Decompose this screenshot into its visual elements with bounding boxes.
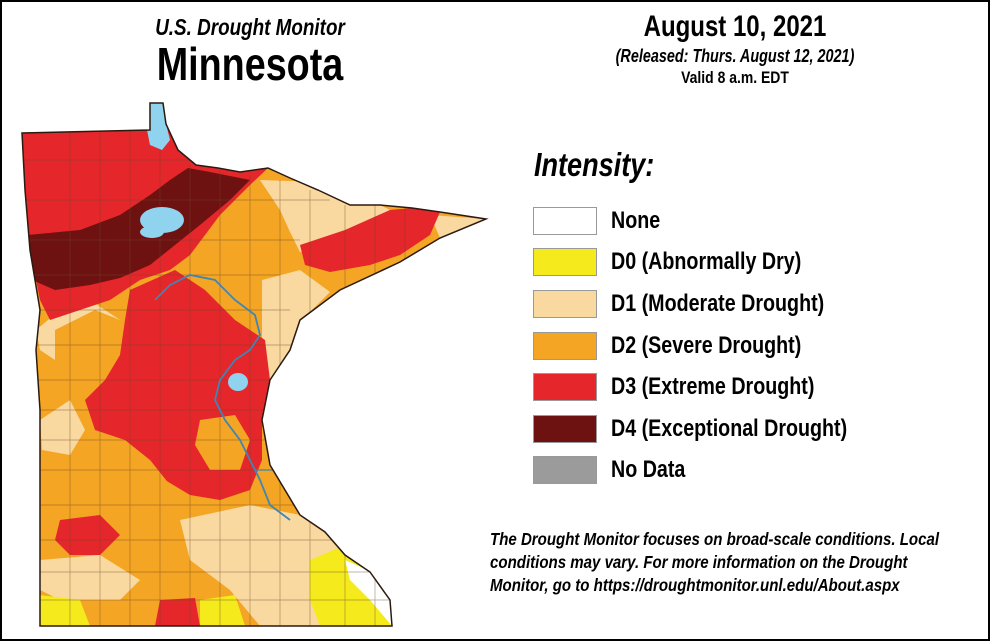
legend-swatch [533,414,597,443]
title-block: U.S. Drought Monitor Minnesota [130,14,370,91]
legend-item-no-data: No Data [533,450,899,492]
region-d0-southwest [40,595,90,626]
region-d0-east [300,345,325,395]
red-lake-lower [140,226,164,238]
region-d0-south-mid [200,595,245,626]
region-d2-central-west [55,310,120,395]
date-block: August 10, 2021 (Released: Thurs. August… [580,10,890,88]
legend-swatch [533,289,597,318]
org-title: U.S. Drought Monitor [155,14,345,40]
legend-label: D0 (Abnormally Dry) [611,248,802,276]
legend-swatch [533,248,597,277]
legend-item-d3: D3 (Extreme Drought) [533,366,899,408]
minnesota-outline [21,102,489,627]
legend-label: D1 (Moderate Drought) [611,289,825,317]
legend-swatch [533,456,597,485]
valid-time: Valid 8 a.m. EDT [681,68,789,87]
note-line-1: The Drought Monitor focuses on broad-sca… [490,529,940,549]
legend-label: None [611,206,661,234]
legend: None D0 (Abnormally Dry) D1 (Moderate Dr… [533,200,899,491]
region-d1-arrowhead [430,215,486,238]
state-title: Minnesota [156,38,344,90]
legend-item-d1: D1 (Moderate Drought) [533,283,899,325]
legend-item-d2: D2 (Severe Drought) [533,325,899,367]
region-d1-east [262,270,330,380]
disclaimer-note: The Drought Monitor focuses on broad-sca… [490,528,959,597]
region-d3-southwest [55,515,120,555]
mississippi-river [154,274,291,521]
region-none-southeast-corner [345,560,392,626]
legend-swatch [533,206,597,235]
legend-title: Intensity: [534,146,655,183]
legend-label: D3 (Extreme Drought) [611,373,815,401]
region-d1-west-b [40,400,85,455]
legend-item-none: None [533,200,899,242]
region-d3-south [155,598,200,626]
note-line-2: conditions may vary. For more informatio… [490,552,908,572]
region-d4-northwest [28,168,250,290]
region-d1-south-strip [40,555,140,600]
legend-item-d4: D4 (Exceptional Drought) [533,408,899,450]
release-date: (Released: Thurs. August 12, 2021) [615,46,855,66]
region-d0-southeast [310,545,392,626]
legend-label: No Data [611,456,686,484]
mille-lacs-lake [228,373,248,391]
region-d2-center-east [195,415,250,470]
note-line-3: Monitor, go to https://droughtmonitor.un… [490,575,900,595]
legend-label: D4 (Exceptional Drought) [611,414,848,442]
legend-label: D2 (Severe Drought) [611,331,802,359]
legend-swatch [533,373,597,402]
legend-swatch [533,331,597,360]
map-date: August 10, 2021 [643,10,827,43]
legend-item-d0: D0 (Abnormally Dry) [533,242,899,284]
drought-map [21,102,489,627]
